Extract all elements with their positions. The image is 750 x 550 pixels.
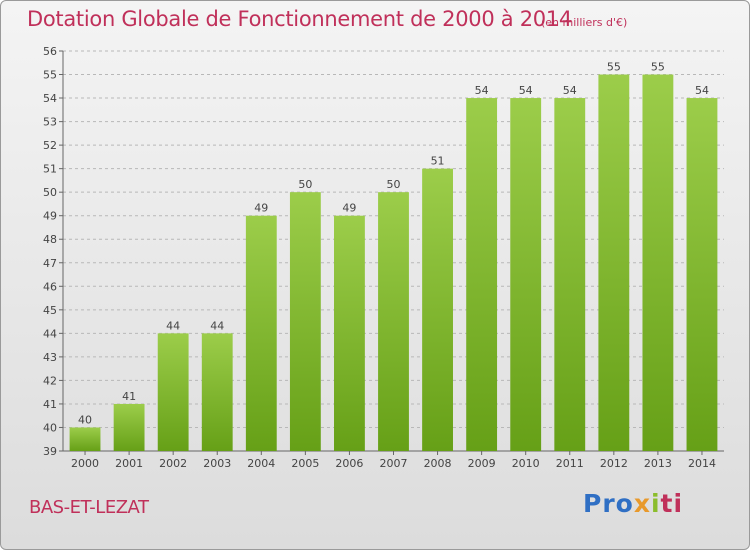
y-tick-label: 54 [43,92,57,105]
bar-2003 [201,333,233,451]
x-tick-label: 2003 [203,457,231,470]
chart-title: Dotation Globale de Fonctionnement de 20… [27,7,572,31]
y-tick-label: 49 [43,210,57,223]
x-tick-label: 2001 [115,457,143,470]
bar-value-label: 49 [342,202,356,215]
y-tick-label: 41 [43,398,57,411]
bar-value-label: 41 [122,390,136,403]
y-tick-label: 53 [43,116,57,129]
bar-2002 [157,333,189,451]
logo-part-1: Pro [583,489,634,518]
x-tick-label: 2004 [247,457,275,470]
y-tick-label: 46 [43,280,57,293]
bar-value-label: 55 [607,61,621,74]
y-tick-label: 55 [43,69,57,82]
bar-2005 [289,192,321,452]
x-tick-label: 2007 [380,457,408,470]
y-tick-label: 56 [43,45,57,58]
bar-2013 [642,74,674,451]
bar-2001 [113,403,145,451]
x-tick-label: 2005 [291,457,319,470]
bar-value-label: 44 [166,319,180,332]
bar-2009 [466,98,498,451]
x-tick-label: 2009 [468,457,496,470]
proxiti-logo[interactable]: Proxiti [583,489,683,518]
bar-value-label: 49 [254,202,268,215]
x-tick-label: 2012 [600,457,628,470]
y-tick-label: 51 [43,163,57,176]
labels: 40 2000 41 2001 44 2002 44 2003 49 2004 50 2005 49 20… [71,61,716,470]
y-tick-label: 50 [43,186,57,199]
bar-value-label: 50 [387,178,401,191]
logo-part-4: ti [660,489,684,518]
logo-part-3: i [650,489,661,518]
bar-2012 [598,74,630,451]
bar-2014 [686,98,718,451]
bar-2010 [510,98,542,451]
y-tick-label: 45 [43,304,57,317]
bar-2006 [334,215,365,451]
x-tick-label: 2006 [335,457,363,470]
y-tick-label: 52 [43,139,57,152]
bar-2008 [422,168,453,451]
x-tick-label: 2013 [644,457,672,470]
bar-value-label: 40 [78,413,92,426]
commune-name: BAS-ET-LEZAT [29,497,149,518]
x-tick-label: 2014 [688,457,716,470]
bar-2011 [554,98,586,451]
bar-2007 [378,192,409,452]
bar-value-label: 54 [563,84,577,97]
bar-2000 [69,427,101,451]
x-tick-label: 2008 [424,457,452,470]
bars [69,74,718,452]
x-tick-label: 2010 [512,457,540,470]
y-tick-label: 47 [43,257,57,270]
bar-value-label: 50 [298,178,312,191]
y-tick-label: 42 [43,374,57,387]
bar-value-label: 54 [695,84,709,97]
bar-value-label: 54 [519,84,533,97]
logo-part-2: x [633,489,651,518]
y-tick-label: 48 [43,233,57,246]
x-tick-label: 2011 [556,457,584,470]
x-tick-label: 2000 [71,457,99,470]
bar-value-label: 55 [651,61,665,74]
bar-value-label: 54 [475,84,489,97]
y-tick-label: 43 [43,351,57,364]
y-tick-label: 40 [43,421,57,434]
bar-2004 [245,215,277,451]
chart-subtitle: (en milliers d'€) [541,16,628,29]
bar-value-label: 51 [431,155,445,168]
y-tick-label: 39 [43,445,57,458]
bar-value-label: 44 [210,319,224,332]
y-tick-label: 44 [43,327,57,340]
x-tick-label: 2002 [159,457,187,470]
